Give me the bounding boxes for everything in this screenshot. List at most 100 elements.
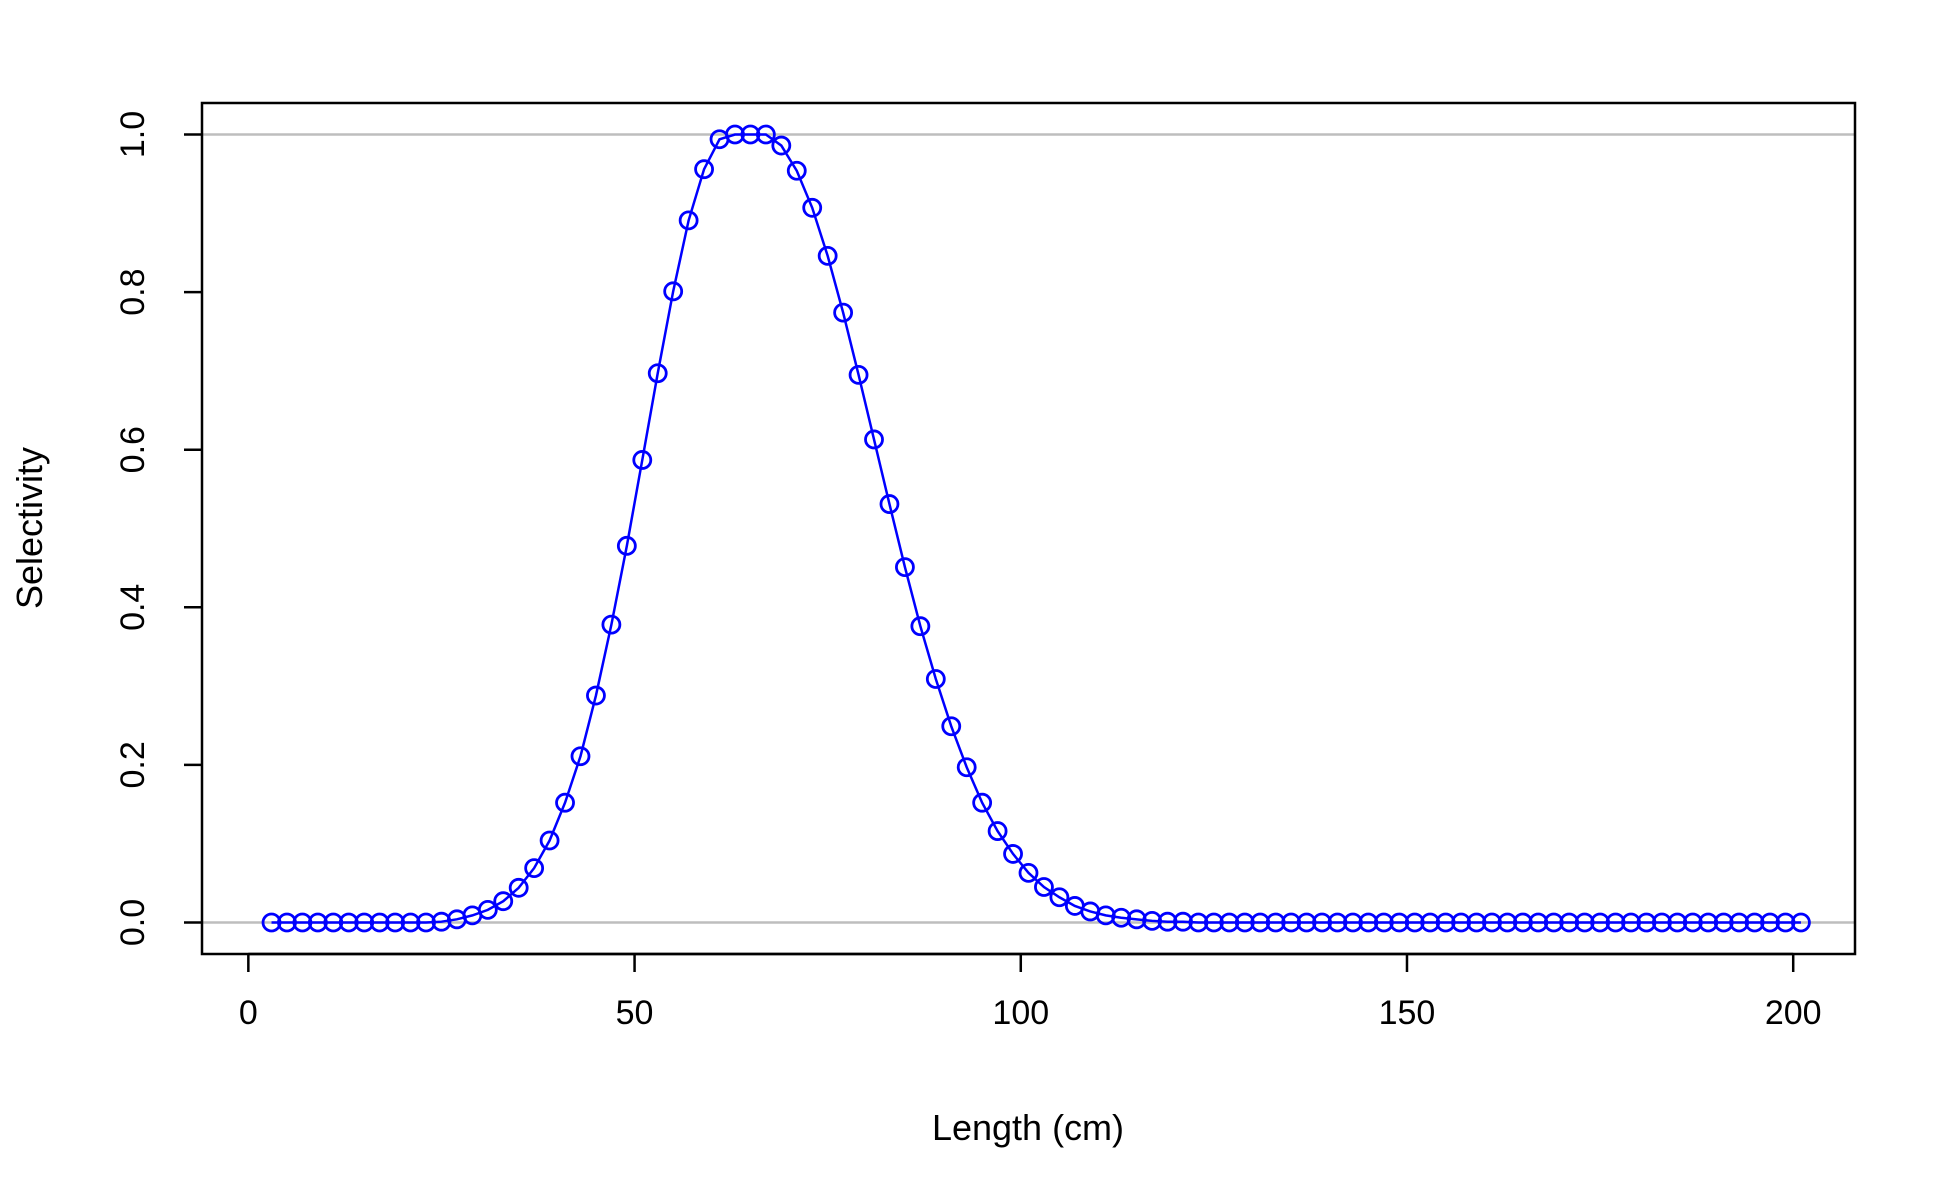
series-points xyxy=(261,124,1811,933)
data-point xyxy=(493,891,514,912)
data-point xyxy=(1343,912,1363,933)
data-point xyxy=(1667,912,1688,933)
data-point xyxy=(601,614,622,635)
data-point xyxy=(1482,912,1502,933)
data-point xyxy=(879,494,900,514)
data-point xyxy=(277,912,297,933)
data-point xyxy=(292,912,313,933)
data-point xyxy=(1373,912,1394,933)
data-point xyxy=(354,912,375,933)
x-tick-label: 100 xyxy=(992,994,1049,1032)
data-point xyxy=(1651,912,1672,933)
x-tick-label: 50 xyxy=(616,994,654,1032)
data-point xyxy=(1281,912,1302,933)
data-point xyxy=(1543,912,1564,933)
data-point xyxy=(570,746,591,767)
data-point xyxy=(941,716,962,737)
data-point xyxy=(1234,912,1255,933)
data-point xyxy=(1250,912,1271,933)
data-point xyxy=(864,429,884,450)
data-point xyxy=(539,830,560,851)
data-point xyxy=(1327,912,1348,933)
data-point xyxy=(1713,912,1734,933)
y-tick-label: 0.8 xyxy=(114,268,152,315)
data-point xyxy=(1389,912,1410,933)
data-point xyxy=(1435,912,1456,933)
data-point xyxy=(1003,844,1023,864)
data-point xyxy=(895,557,915,578)
data-point xyxy=(416,912,436,933)
x-tick-label: 0 xyxy=(239,994,258,1032)
data-point xyxy=(369,912,390,933)
y-tick-label: 0.2 xyxy=(114,741,152,788)
data-point xyxy=(678,210,699,231)
y-tick-label: 0.6 xyxy=(114,426,152,473)
data-point xyxy=(663,281,684,302)
y-tick-label: 1.0 xyxy=(114,111,152,158)
data-point xyxy=(786,160,807,181)
data-point xyxy=(323,912,344,933)
data-point xyxy=(1528,912,1549,933)
data-point xyxy=(1698,912,1719,933)
data-point xyxy=(1188,912,1209,933)
data-point xyxy=(1760,912,1780,933)
data-point xyxy=(1312,912,1332,933)
data-point xyxy=(400,912,421,933)
data-point xyxy=(1173,911,1193,932)
data-point xyxy=(307,912,328,933)
data-point xyxy=(1559,912,1580,933)
data-point xyxy=(1203,912,1224,933)
data-point xyxy=(1157,911,1178,932)
data-point xyxy=(338,912,359,933)
data-point xyxy=(817,245,838,266)
data-point xyxy=(261,912,282,933)
data-point xyxy=(755,124,776,145)
x-axis-title: Length (cm) xyxy=(932,1107,1124,1148)
data-point xyxy=(848,364,869,385)
data-point xyxy=(586,685,606,706)
data-point xyxy=(1049,887,1070,908)
data-point xyxy=(1142,911,1162,931)
data-point xyxy=(385,912,406,933)
data-point xyxy=(1404,912,1425,933)
y-axis: 0.0 0.2 0.4 0.6 0.8 1.0 xyxy=(114,111,202,946)
data-point xyxy=(1451,912,1471,933)
data-point xyxy=(1497,912,1518,933)
data-point xyxy=(616,535,637,556)
data-point xyxy=(1574,912,1595,933)
data-point xyxy=(833,302,854,323)
data-point xyxy=(1466,912,1487,933)
data-point xyxy=(1296,912,1317,933)
y-tick-label: 0.0 xyxy=(114,899,152,946)
data-point xyxy=(632,450,653,470)
data-point xyxy=(1265,912,1286,933)
data-point xyxy=(1682,912,1703,933)
data-point xyxy=(555,792,575,813)
data-point xyxy=(1512,912,1533,933)
data-point xyxy=(1791,912,1811,933)
data-point xyxy=(1729,912,1750,933)
data-point xyxy=(771,135,792,156)
x-tick-label: 200 xyxy=(1765,994,1822,1032)
data-point xyxy=(1358,912,1379,933)
data-point xyxy=(508,877,529,898)
data-point xyxy=(740,124,761,145)
x-axis: 0 50 100 150 200 xyxy=(239,952,1822,1032)
data-point xyxy=(1018,862,1039,883)
x-tick-label: 150 xyxy=(1379,994,1436,1032)
data-point xyxy=(1034,877,1054,897)
data-point xyxy=(1219,912,1240,933)
data-point xyxy=(925,669,946,689)
data-point xyxy=(1605,912,1626,933)
data-point xyxy=(1590,912,1610,933)
data-point xyxy=(910,616,931,637)
data-point xyxy=(1420,912,1441,933)
data-point xyxy=(1775,912,1796,933)
data-point xyxy=(956,757,977,778)
data-point xyxy=(694,159,714,180)
y-axis-title: Selectivity xyxy=(9,447,50,609)
data-point xyxy=(802,197,823,218)
